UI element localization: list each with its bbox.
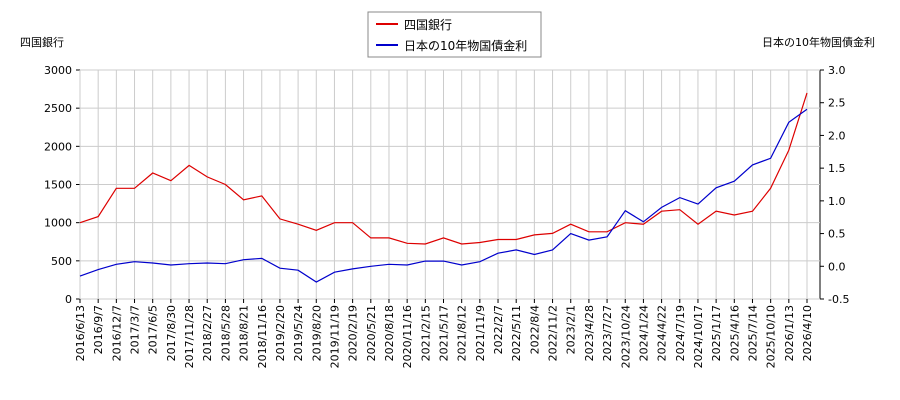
y2-tick-label: 0.5 [828, 228, 846, 241]
x-tick-label: 2021/2/15 [419, 305, 432, 361]
x-tick-label: 2020/11/16 [401, 305, 414, 368]
y2-tick-label: 2.5 [828, 97, 846, 110]
x-tick-label: 2023/4/28 [583, 305, 596, 361]
legend-box [367, 11, 542, 58]
x-tick-label: 2021/8/12 [456, 305, 469, 361]
series-line [79, 92, 808, 245]
y2-tick-label: -0.5 [828, 293, 849, 306]
y-tick-label: 0 [65, 293, 72, 306]
x-tick-label: 2019/2/20 [274, 305, 287, 361]
y2-tick-label: 2.0 [828, 129, 846, 142]
x-tick-label: 2017/6/5 [147, 305, 160, 354]
y-axis-title: 四国銀行 [20, 35, 64, 49]
x-tick-label: 2016/6/13 [74, 305, 87, 361]
x-tick-label: 2022/5/11 [510, 305, 523, 361]
y-tick-label: 3000 [44, 64, 72, 77]
x-tick-label: 2026/4/10 [801, 305, 814, 361]
y2-tick-label: 0.0 [828, 260, 846, 273]
y2-tick-label: 1.5 [828, 162, 846, 175]
y-tick-label: 1500 [44, 179, 72, 192]
y-tick-label: 500 [51, 255, 72, 268]
x-tick-label: 2022/2/7 [492, 305, 505, 354]
x-tick-label: 2023/2/1 [565, 305, 578, 354]
x-tick-label: 2018/5/28 [219, 305, 232, 361]
x-tick-label: 2024/10/17 [692, 305, 705, 368]
x-tick-label: 2023/10/24 [619, 305, 632, 368]
y2-tick-label: 1.0 [828, 195, 846, 208]
x-tick-label: 2025/4/16 [728, 305, 741, 361]
x-tick-label: 2019/5/24 [292, 305, 305, 361]
x-tick-label: 2021/5/17 [438, 305, 451, 361]
x-tick-label: 2023/7/27 [601, 305, 614, 361]
x-tick-label: 2024/7/19 [674, 305, 687, 361]
legend-label: 四国銀行 [404, 18, 452, 32]
x-tick-label: 2019/11/19 [328, 305, 341, 368]
x-tick-label: 2026/1/13 [783, 305, 796, 361]
x-tick-label: 2021/11/9 [474, 305, 487, 361]
y-tick-label: 2000 [44, 140, 72, 153]
x-tick-label: 2025/7/14 [746, 305, 759, 361]
x-tick-label: 2018/8/21 [238, 305, 251, 361]
x-tick-label: 2018/11/16 [256, 305, 269, 368]
x-tick-label: 2020/8/18 [383, 305, 396, 361]
y-tick-label: 1000 [44, 217, 72, 230]
x-tick-label: 2017/8/30 [165, 305, 178, 361]
y2-axis-title: 日本の10年物国債金利 [762, 35, 875, 49]
legend-label: 日本の10年物国債金利 [404, 38, 527, 53]
x-tick-label: 2024/1/24 [637, 305, 650, 361]
x-tick-label: 2016/12/7 [110, 305, 123, 361]
x-tick-label: 2018/2/27 [201, 305, 214, 361]
y-tick-label: 2500 [44, 102, 72, 115]
x-tick-label: 2017/3/7 [129, 305, 142, 354]
x-tick-label: 2025/10/10 [765, 305, 778, 368]
x-tick-label: 2016/9/7 [92, 305, 105, 354]
y2-tick-label: 3.0 [828, 64, 846, 77]
x-tick-label: 2020/5/21 [365, 305, 378, 361]
x-tick-label: 2019/8/20 [310, 305, 323, 361]
series-line [79, 108, 808, 283]
x-tick-label: 2024/4/22 [656, 305, 669, 361]
x-tick-label: 2017/11/28 [183, 305, 196, 368]
x-tick-label: 2025/1/17 [710, 305, 723, 361]
x-tick-label: 2020/2/19 [347, 305, 360, 361]
x-tick-label: 2022/11/2 [547, 305, 560, 361]
x-tick-label: 2022/8/4 [528, 305, 541, 354]
